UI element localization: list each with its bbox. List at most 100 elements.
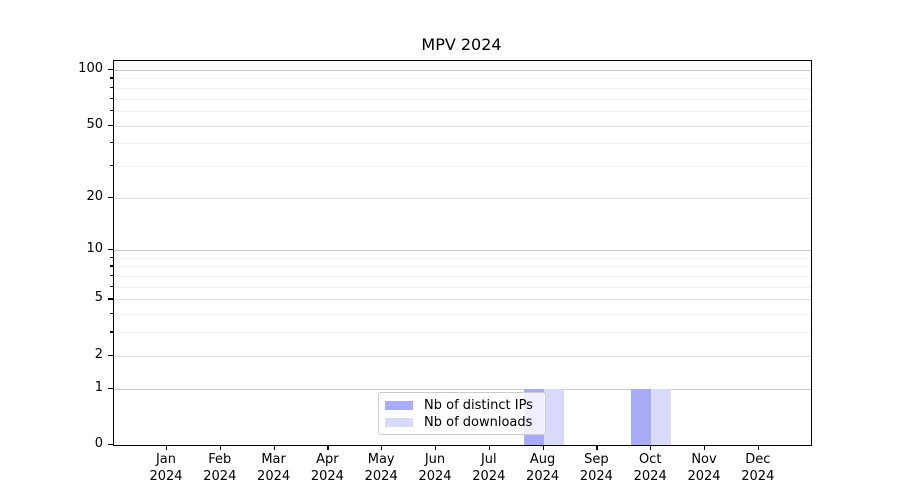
y-tick-mark	[108, 124, 113, 126]
plot-area	[113, 60, 812, 446]
x-tick-month: Dec	[745, 452, 771, 467]
x-tick-label: Dec 2024	[726, 451, 790, 485]
x-tick-label: Mar 2024	[242, 451, 306, 485]
x-tick-mark	[596, 445, 598, 450]
y-tick-mark-minor	[110, 109, 113, 112]
gridline-minor	[114, 87, 811, 89]
legend-entry: Nb of distinct IPs	[385, 397, 539, 414]
legend-label: Nb of distinct IPs	[424, 398, 533, 413]
x-tick-month: May	[367, 452, 395, 467]
y-tick-label: 5	[94, 290, 103, 306]
gridline-minor	[114, 165, 811, 167]
legend-label: Nb of downloads	[424, 415, 533, 430]
x-tick-year: 2024	[203, 469, 237, 484]
y-tick-label: 20	[86, 188, 103, 204]
y-tick-mark-minor	[110, 142, 113, 144]
x-tick-year: 2024	[310, 469, 344, 484]
gridline-minor	[114, 257, 811, 259]
y-tick-mark	[108, 196, 113, 198]
y-tick-mark-minor	[110, 77, 113, 79]
chart-title: MPV 2024	[421, 35, 502, 54]
x-tick-mark	[542, 445, 544, 450]
legend-swatch	[385, 401, 413, 410]
x-tick-label: Sep 2024	[564, 451, 628, 485]
y-tick-mark-minor	[110, 164, 113, 167]
x-tick-label: Jan 2024	[134, 451, 198, 485]
x-tick-year: 2024	[364, 469, 398, 484]
x-tick-mark	[219, 445, 221, 450]
legend-entry: Nb of downloads	[385, 414, 539, 431]
x-tick-month: Jan	[155, 452, 177, 467]
y-tick-mark-minor	[110, 265, 113, 267]
x-tick-month: Aug	[529, 452, 556, 467]
x-tick-year: 2024	[741, 469, 775, 484]
x-tick-label: Aug 2024	[511, 451, 575, 485]
y-tick-mark	[108, 387, 113, 389]
gridline-minor	[114, 266, 811, 268]
bar	[543, 388, 564, 445]
x-tick-year: 2024	[687, 469, 721, 484]
bar	[651, 388, 672, 445]
gridline-minor	[114, 110, 811, 112]
y-tick-label: 0	[94, 436, 103, 451]
y-tick-mark-minor	[110, 97, 113, 99]
y-tick-mark-minor	[110, 275, 113, 277]
y-tick-label: 10	[86, 241, 103, 257]
gridline-minor	[114, 314, 811, 316]
x-tick-year: 2024	[257, 469, 291, 484]
gridline-mid	[114, 355, 811, 357]
gridline-minor	[114, 276, 811, 278]
gridline-minor	[114, 143, 811, 145]
y-tick-mark	[108, 69, 113, 71]
y-tick-label: 100	[78, 61, 103, 76]
x-tick-mark	[650, 445, 652, 450]
x-tick-year: 2024	[472, 469, 506, 484]
x-tick-year: 2024	[526, 469, 560, 484]
y-tick-label: 1	[94, 379, 103, 395]
x-tick-year: 2024	[149, 469, 183, 484]
y-tick-label: 50	[86, 116, 103, 132]
y-tick-mark	[108, 249, 113, 251]
x-tick-month: Apr	[316, 452, 339, 467]
legend: Nb of distinct IPs Nb of downloads	[378, 392, 546, 435]
x-tick-month: Jun	[424, 452, 446, 467]
x-tick-mark	[704, 445, 706, 450]
y-tick-mark	[108, 444, 113, 446]
x-tick-label: Jun 2024	[403, 451, 467, 485]
y-tick-mark-minor	[110, 256, 113, 259]
gridline-major	[114, 70, 811, 71]
y-tick-mark	[108, 354, 113, 356]
legend-swatch	[385, 418, 413, 427]
gridline-mid	[114, 125, 811, 127]
x-tick-mark	[166, 445, 168, 450]
gridline-mid	[114, 197, 811, 199]
x-tick-label: Oct 2024	[618, 451, 682, 485]
x-tick-month: Nov	[691, 452, 717, 467]
x-tick-month: Feb	[208, 452, 232, 467]
y-tick-label: 2	[94, 346, 103, 362]
y-tick-mark-minor	[110, 313, 113, 315]
x-tick-label: Nov 2024	[672, 451, 736, 485]
x-tick-mark	[381, 445, 383, 450]
gridline-mid	[114, 299, 811, 301]
x-tick-label: May 2024	[349, 451, 413, 485]
x-tick-label: Jul 2024	[457, 451, 521, 485]
x-tick-mark	[757, 445, 759, 450]
x-tick-month: Jul	[480, 452, 497, 467]
x-tick-month: Oct	[638, 452, 662, 467]
x-tick-month: Mar	[261, 452, 286, 467]
x-tick-year: 2024	[633, 469, 667, 484]
y-tick-mark	[108, 298, 113, 300]
gridline-minor	[114, 98, 811, 100]
x-tick-mark	[488, 445, 490, 450]
x-tick-mark	[273, 445, 275, 450]
x-tick-mark	[327, 445, 329, 450]
y-tick-mark-minor	[110, 285, 113, 288]
gridline-major	[114, 388, 811, 390]
gridline-minor	[114, 78, 811, 80]
x-tick-month: Sep	[584, 452, 609, 467]
x-tick-label: Apr 2024	[295, 451, 359, 485]
gridline-minor	[114, 332, 811, 334]
gridline-minor	[114, 286, 811, 288]
